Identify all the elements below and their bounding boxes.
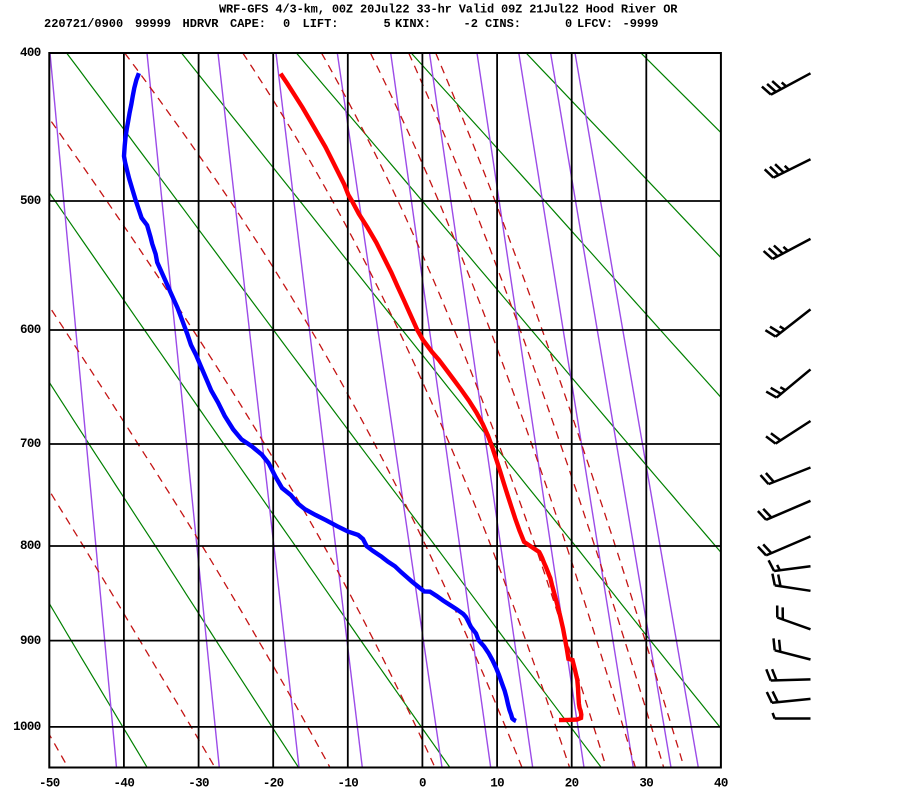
svg-text:-40: -40	[114, 777, 135, 791]
svg-text:0: 0	[565, 17, 572, 31]
svg-text:0: 0	[283, 17, 290, 31]
svg-text:0: 0	[419, 777, 426, 791]
svg-text:220721/0900: 220721/0900	[44, 17, 123, 31]
svg-text:HDRVR: HDRVR	[183, 17, 220, 31]
svg-text:-30: -30	[188, 777, 209, 791]
svg-text:500: 500	[20, 194, 41, 208]
svg-text:CAPE:: CAPE:	[230, 17, 266, 31]
svg-text:30: 30	[639, 777, 653, 791]
svg-text:KINX:: KINX:	[395, 17, 431, 31]
svg-text:40: 40	[714, 777, 728, 791]
svg-text:1000: 1000	[13, 720, 41, 734]
svg-text:-10: -10	[337, 777, 358, 791]
svg-text:WRF-GFS 4/3-km, 00Z 20Jul22 33: WRF-GFS 4/3-km, 00Z 20Jul22 33-hr Valid …	[219, 3, 678, 17]
svg-text:800: 800	[20, 539, 41, 553]
svg-text:20: 20	[565, 777, 579, 791]
svg-text:5: 5	[384, 17, 391, 31]
svg-text:CINS:: CINS:	[485, 17, 521, 31]
svg-text:-20: -20	[263, 777, 284, 791]
svg-text:-50: -50	[39, 777, 60, 791]
svg-text:400: 400	[20, 46, 41, 60]
svg-text:LFCV:: LFCV:	[577, 17, 613, 31]
svg-text:10: 10	[490, 777, 504, 791]
svg-text:900: 900	[20, 634, 41, 648]
svg-text:700: 700	[20, 437, 41, 451]
svg-text:-9999: -9999	[623, 17, 659, 31]
svg-text:99999: 99999	[135, 17, 171, 31]
svg-text:LIFT:: LIFT:	[303, 17, 339, 31]
svg-text:-2: -2	[464, 17, 478, 31]
svg-text:600: 600	[20, 323, 41, 337]
